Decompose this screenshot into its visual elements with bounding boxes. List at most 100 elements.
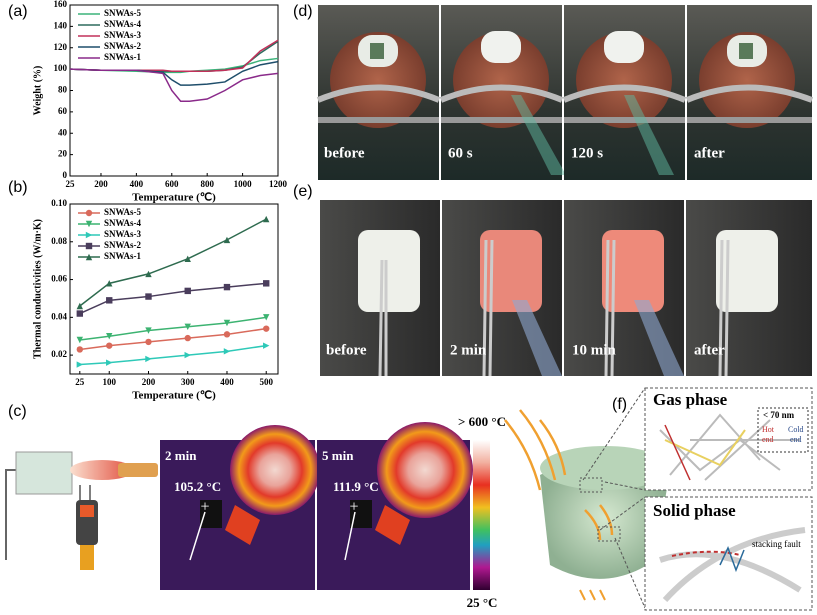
marker	[85, 231, 93, 239]
photo-caption: before	[326, 342, 367, 358]
solid-phase-title: Solid phase	[653, 501, 736, 520]
legend-label: SNWAs-5	[104, 207, 142, 217]
legend-label: SNWAs-1	[104, 52, 142, 62]
x-tick-label: 400	[220, 377, 234, 387]
y-tick-label: 160	[54, 0, 68, 9]
y-tick-label: 0.04	[51, 311, 67, 321]
marker	[263, 314, 270, 321]
gas-phase-title: Gas phase	[653, 390, 728, 409]
marker	[223, 331, 231, 338]
panel-label: (f)	[612, 396, 627, 413]
y-tick-label: 120	[54, 42, 68, 52]
x-tick-label: 25	[75, 377, 85, 387]
series-line	[69, 68, 279, 102]
y-tick-label: 0.02	[51, 349, 67, 359]
photo-caption: 10 min	[572, 342, 616, 358]
marker	[106, 297, 113, 304]
marker	[184, 255, 191, 262]
marker	[85, 253, 93, 261]
x-tick-label: 300	[181, 377, 195, 387]
panel-label: (d)	[293, 3, 313, 20]
marker	[106, 280, 113, 287]
pore-size: < 70 nm	[763, 410, 795, 420]
legend-label: SNWAs-3	[104, 229, 142, 239]
marker	[263, 215, 270, 223]
legend-label: SNWAs-2	[104, 240, 142, 250]
x-tick-label: 600	[165, 179, 179, 189]
marker	[184, 287, 191, 295]
panel-label: (b)	[8, 179, 28, 196]
x-tick-label: 800	[200, 179, 214, 189]
y-tick-label: 0.06	[51, 274, 67, 284]
marker	[145, 327, 152, 334]
thermal-setup: + + 2 min 105.2 °C 5 min 111.9 °C > 600 …	[5, 414, 506, 610]
x-tick-label: 1000	[234, 179, 253, 189]
x-tick-label: 200	[142, 377, 156, 387]
svg-text:+: +	[200, 499, 209, 516]
marker	[184, 323, 191, 330]
photo-caption: 60 s	[448, 145, 473, 161]
x-tick-label: 500	[259, 377, 273, 387]
marker	[223, 283, 231, 291]
thermal-temperature: 111.9 °C	[333, 479, 379, 494]
y-tick-label: 140	[54, 20, 68, 30]
x-axis-title: Temperature (℃)	[132, 390, 216, 402]
x-tick-label: 100	[102, 377, 116, 387]
plot-frame	[69, 4, 279, 177]
panel-label: (e)	[293, 183, 313, 200]
marker	[76, 361, 84, 368]
thermal-time: 5 min	[322, 448, 354, 463]
marker	[76, 302, 84, 310]
legend-label: SNWAs-5	[104, 8, 142, 18]
panel-label: (a)	[8, 3, 28, 20]
photo-caption: after	[694, 145, 725, 161]
legend-label: SNWAs-4	[104, 218, 142, 228]
y-tick-label: 0	[63, 170, 68, 180]
marker	[106, 333, 113, 340]
marker	[106, 359, 113, 366]
photo-caption: 120 s	[571, 145, 603, 161]
colorbar-min: 25 °C	[467, 595, 498, 610]
series-line	[79, 316, 267, 341]
marker	[145, 270, 152, 278]
panel-label: (c)	[8, 403, 27, 420]
hot-end: end	[762, 435, 774, 444]
svg-text:+: +	[349, 499, 358, 516]
x-axis-title: Temperature (℃)	[132, 192, 216, 204]
thermal-temperature: 105.2 °C	[174, 479, 221, 494]
photo-caption: after	[694, 342, 725, 358]
y-tick-label: 100	[54, 63, 68, 73]
marker	[76, 346, 84, 353]
y-axis-title: Thermal conductivities (W/m·K)	[32, 219, 43, 359]
x-tick-label: 1200	[269, 179, 288, 189]
marker	[263, 280, 270, 287]
flame-photos: before 2 min 10 min after	[320, 200, 812, 377]
hot-end: Hot	[762, 425, 775, 434]
stacking-fault: stacking fault	[752, 539, 801, 549]
y-tick-label: 0.10	[51, 198, 67, 208]
photo-caption: before	[324, 145, 365, 161]
torch-photos: before 60 s 120 s after	[316, 5, 814, 180]
colorbar-max: > 600 °C	[458, 414, 506, 429]
photo-caption: 2 min	[450, 342, 487, 358]
series-line	[79, 218, 267, 307]
charts: 25 200 400 600 800 1000 1200 0 20 40 60 80 100 120 140…	[32, 0, 287, 402]
series-line	[69, 40, 279, 73]
marker	[76, 336, 84, 344]
cold-end: Cold	[788, 425, 804, 434]
marker	[76, 310, 84, 317]
mechanism: Gas phase < 70 nm Hot end Cold end Solid…	[504, 387, 813, 611]
y-tick-label: 0.08	[51, 236, 67, 246]
marker	[263, 325, 270, 332]
marker	[223, 236, 231, 244]
marker	[184, 351, 191, 359]
cold-end: end	[790, 435, 802, 444]
plot-frame	[69, 203, 279, 375]
marker	[85, 242, 93, 250]
series-line	[79, 344, 267, 366]
y-tick-label: 80	[58, 85, 68, 95]
legend-label: SNWAs-3	[104, 30, 142, 40]
y-axis-title: Weight (%)	[32, 66, 43, 116]
series-line	[79, 327, 267, 351]
